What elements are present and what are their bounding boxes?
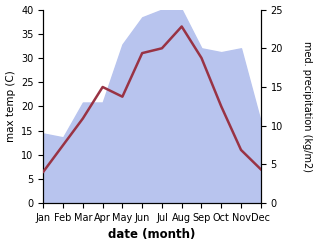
Y-axis label: med. precipitation (kg/m2): med. precipitation (kg/m2) — [302, 41, 313, 172]
X-axis label: date (month): date (month) — [108, 228, 196, 242]
Y-axis label: max temp (C): max temp (C) — [5, 70, 16, 142]
